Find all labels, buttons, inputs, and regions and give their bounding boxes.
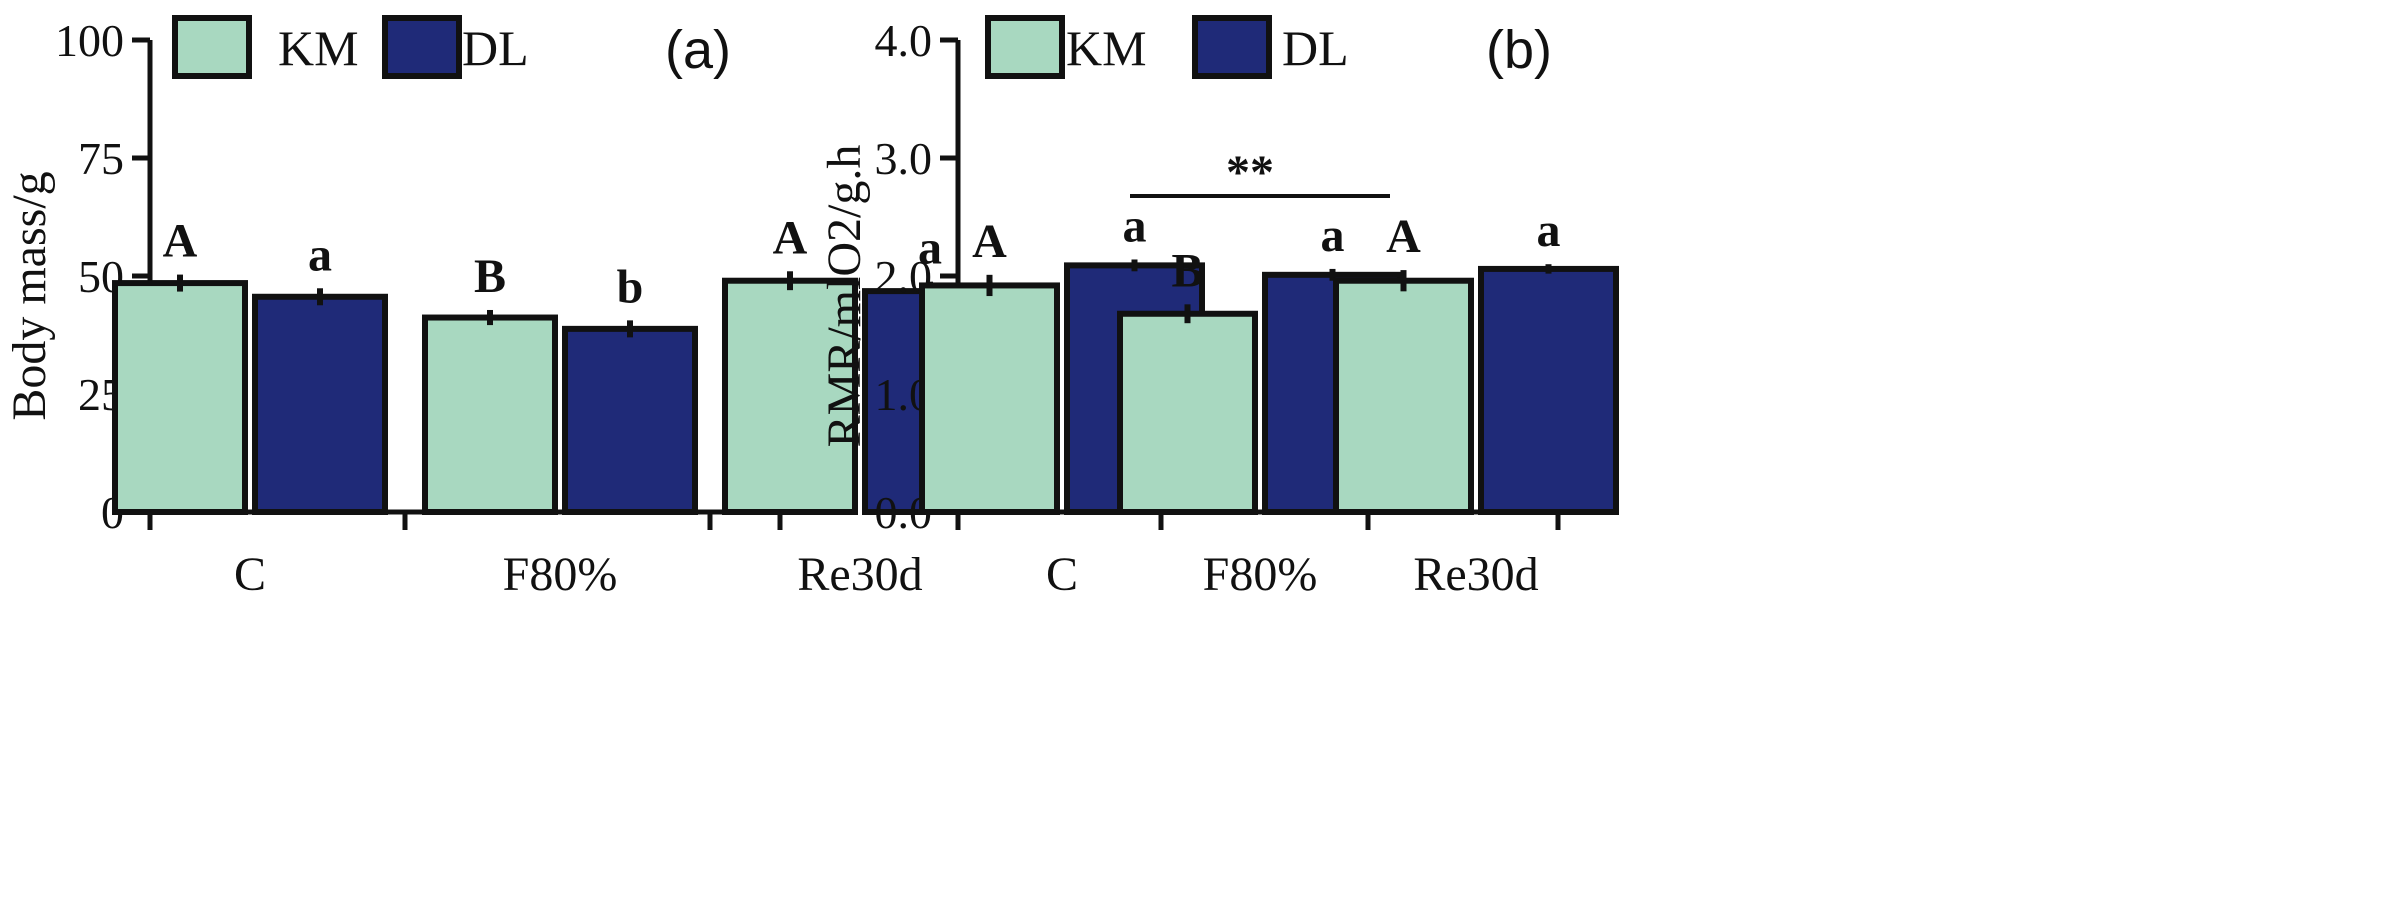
panel-label: (b) xyxy=(1486,20,1552,80)
significance-letter: B xyxy=(1171,244,1203,297)
significance-stars: ** xyxy=(1226,146,1274,199)
x-category-label: Re30d xyxy=(1413,548,1538,601)
bar-dl xyxy=(562,325,698,516)
x-category-label: Re30d xyxy=(797,548,922,601)
bar-km xyxy=(422,314,558,516)
legend-swatch-dl xyxy=(382,15,462,79)
significance-letter: A xyxy=(773,211,808,264)
x-category-label: F80% xyxy=(503,548,618,601)
significance-letter: B xyxy=(474,250,506,303)
legend-swatch-km xyxy=(172,15,252,79)
y-axis-title: RMR/mlO2/g.h xyxy=(818,145,871,448)
significance-letter: a xyxy=(1321,209,1345,262)
bar-dl xyxy=(1478,265,1619,516)
legend-swatch-km xyxy=(985,15,1065,79)
y-tick-label: 75 xyxy=(78,133,124,184)
bar-km xyxy=(919,282,1060,515)
legend-label-dl: DL xyxy=(462,20,529,76)
legend-label-dl: DL xyxy=(1282,20,1349,76)
legend-swatch-dl xyxy=(1192,15,1272,79)
y-tick-label: 100 xyxy=(55,15,124,66)
y-axis-title: Body mass/g xyxy=(3,171,56,420)
significance-letter: a xyxy=(308,228,332,281)
x-category-label: C xyxy=(234,548,266,601)
significance-letter: A xyxy=(972,215,1007,268)
bar-dl xyxy=(252,293,388,515)
y-tick-label: 4.0 xyxy=(875,15,933,66)
bar-km xyxy=(1333,277,1474,515)
legend-label-km: KM xyxy=(1066,20,1147,76)
significance-letter: a xyxy=(918,222,942,275)
significance-letter: b xyxy=(617,260,644,313)
x-category-label: F80% xyxy=(1203,548,1318,601)
x-category-label: C xyxy=(1046,548,1078,601)
significance-letter: a xyxy=(1537,204,1561,257)
panel-label: (a) xyxy=(665,20,731,80)
significance-letter: A xyxy=(1386,210,1421,263)
significance-letter: a xyxy=(1123,199,1147,252)
legend-label-km: KM xyxy=(278,20,359,76)
bar-km xyxy=(112,280,248,515)
significance-letter: A xyxy=(163,215,198,268)
bar-km xyxy=(722,277,858,515)
bar-km xyxy=(1117,310,1258,516)
y-tick-label: 3.0 xyxy=(875,133,933,184)
